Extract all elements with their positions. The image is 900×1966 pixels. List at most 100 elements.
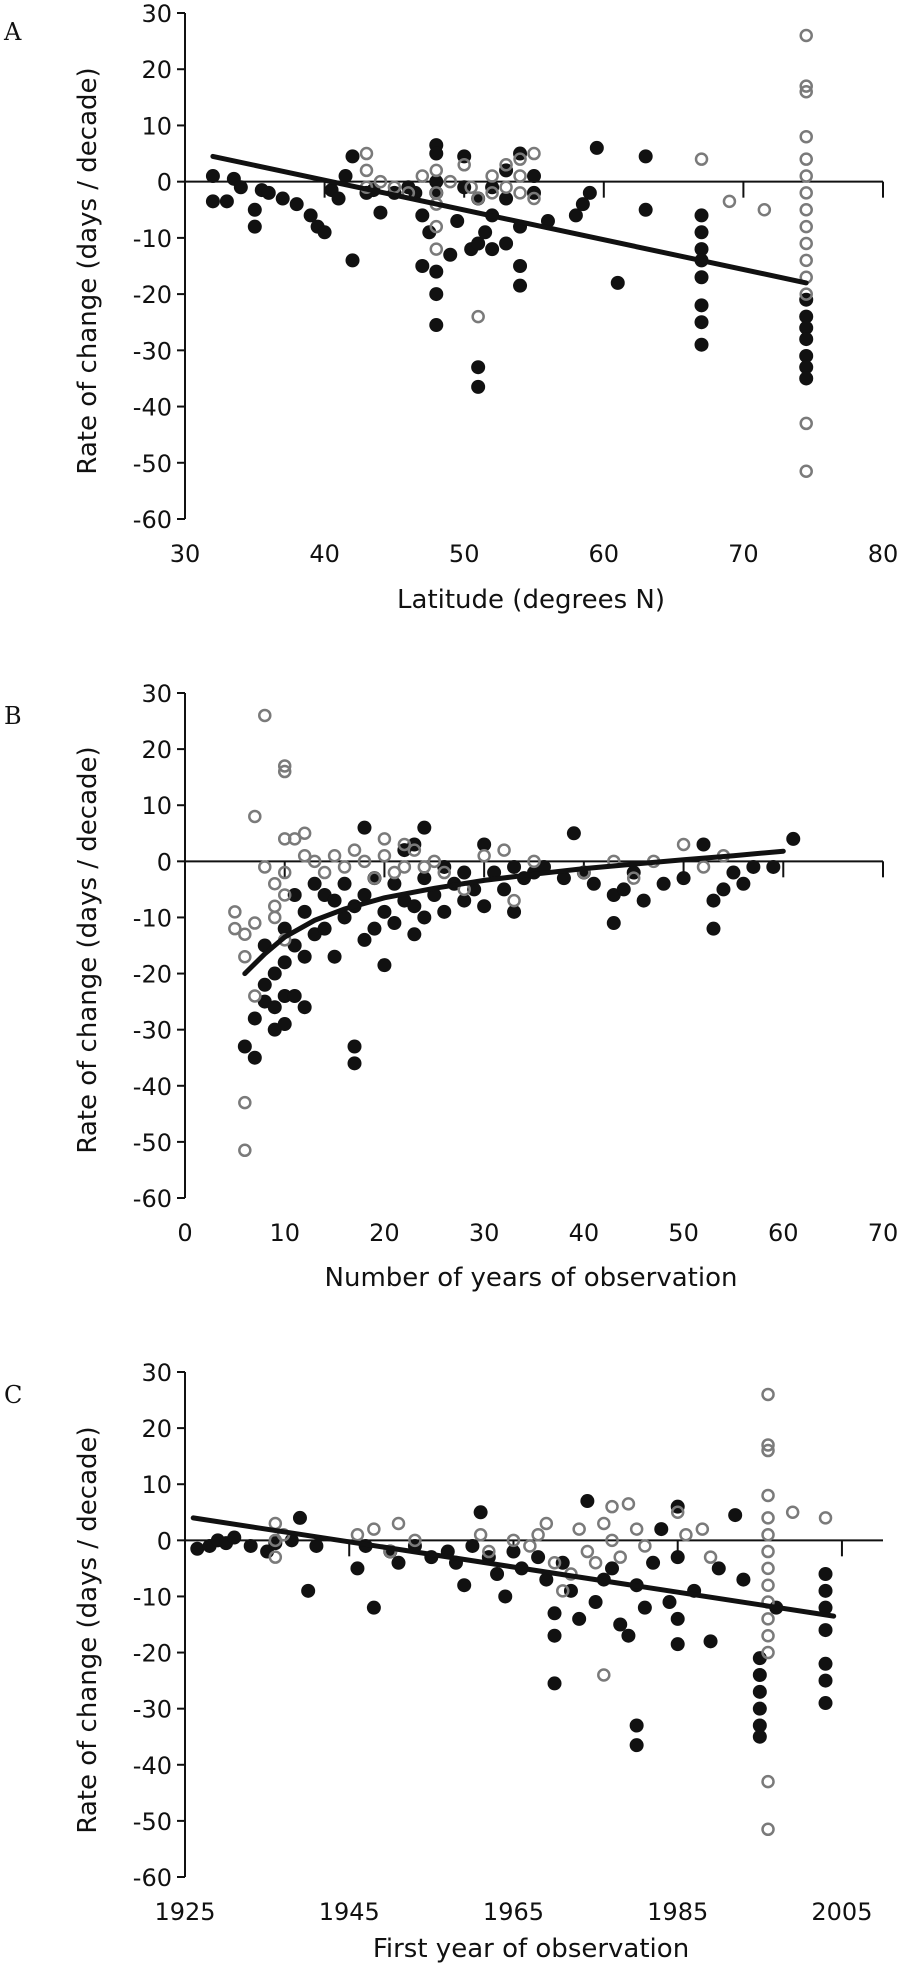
open-point-a-13 xyxy=(457,158,471,172)
filled-point-a-29 xyxy=(429,287,444,302)
filled-point-a-49 xyxy=(499,191,514,206)
filled-point-b-45 xyxy=(417,820,432,835)
open-point-a-0 xyxy=(359,146,374,161)
filled-point-a-57 xyxy=(540,214,555,229)
filled-point-a-58 xyxy=(568,208,583,223)
y-tick-label-c-0: 30 xyxy=(141,1359,172,1387)
open-point-a-20 xyxy=(499,180,513,195)
open-point-c-14 xyxy=(539,1516,554,1531)
filled-point-b-18 xyxy=(297,904,312,919)
x-tick-label-b-4: 40 xyxy=(569,1219,600,1247)
filled-point-a-30 xyxy=(429,318,444,333)
open-point-b-49 xyxy=(696,860,711,874)
open-point-b-13 xyxy=(267,910,282,925)
filled-point-a-17 xyxy=(345,253,360,268)
open-point-b-12 xyxy=(267,899,282,913)
open-point-c-40 xyxy=(761,1561,775,1576)
open-point-a-6 xyxy=(415,169,430,183)
open-point-b-0 xyxy=(228,905,242,919)
filled-point-a-41 xyxy=(471,360,486,375)
panel-c: C 30 20 10 0 -10 -20 -30 -40 -50 -60 1925 1945 1965 1… xyxy=(4,1359,883,1964)
open-point-b-11 xyxy=(267,877,282,891)
filled-point-c-69 xyxy=(818,1623,833,1638)
open-point-c-35 xyxy=(761,1443,775,1458)
open-point-c-28 xyxy=(638,1539,652,1553)
filled-point-c-55 xyxy=(703,1634,718,1649)
filled-point-c-22 xyxy=(465,1538,480,1553)
filled-point-b-20 xyxy=(307,876,322,891)
open-point-b-28 xyxy=(357,854,372,869)
filled-point-a-27 xyxy=(422,225,437,240)
fit-line-c xyxy=(190,1515,837,1619)
filled-point-c-57 xyxy=(728,1508,743,1523)
open-point-a-39 xyxy=(799,253,813,268)
x-tick-label-b-1: 10 xyxy=(269,1219,300,1247)
filled-point-a-56 xyxy=(527,169,541,184)
open-point-c-27 xyxy=(629,1522,644,1536)
filled-point-c-66 xyxy=(818,1567,833,1581)
filled-point-a-8 xyxy=(261,185,276,200)
filled-point-b-38 xyxy=(387,876,402,891)
open-point-a-35 xyxy=(799,186,813,200)
y-tick-label-b-1: 20 xyxy=(141,736,172,764)
filled-point-a-34 xyxy=(429,174,444,189)
filled-point-b-55 xyxy=(477,837,492,852)
y-tick-label-c-4: -10 xyxy=(133,1583,172,1611)
panel-label-c: C xyxy=(4,1381,22,1409)
y-axis-title-a: Rate of change (days / decade) xyxy=(73,67,103,474)
open-point-b-8 xyxy=(248,989,262,1003)
open-point-b-40 xyxy=(477,848,491,863)
filled-point-a-6 xyxy=(247,219,262,234)
plot-area-c: 30 20 10 0 -10 -20 -30 -40 -50 -60 1925 1945 1965 198… xyxy=(133,1359,883,1926)
filled-point-c-31 xyxy=(547,1606,562,1621)
open-point-a-11 xyxy=(429,242,444,256)
open-point-b-10 xyxy=(258,860,272,874)
open-point-c-43 xyxy=(761,1612,775,1626)
filled-point-a-60 xyxy=(582,185,597,200)
y-tick-label-b-4: -10 xyxy=(133,904,172,932)
open-point-a-18 xyxy=(485,186,499,200)
filled-point-a-18 xyxy=(345,149,360,164)
filled-point-b-13 xyxy=(287,989,302,1003)
open-point-b-27 xyxy=(347,843,362,857)
filled-point-b-51 xyxy=(457,893,472,908)
y-tick-label-c-3: 0 xyxy=(157,1527,172,1555)
filled-point-b-12 xyxy=(277,921,292,936)
open-point-c-4 xyxy=(350,1527,365,1542)
filled-point-c-9 xyxy=(292,1510,307,1525)
filled-point-b-79 xyxy=(736,876,751,891)
filled-point-b-74 xyxy=(696,837,711,852)
filled-point-a-13 xyxy=(317,225,332,240)
filled-point-b-52 xyxy=(457,865,472,880)
open-point-a-23 xyxy=(513,186,527,200)
open-point-c-39 xyxy=(761,1544,775,1559)
filled-point-a-66 xyxy=(694,225,709,240)
filled-point-c-36 xyxy=(572,1611,587,1626)
open-point-b-26 xyxy=(337,860,352,874)
filled-point-b-59 xyxy=(507,859,522,874)
filled-point-a-62 xyxy=(610,275,625,290)
filled-point-b-31 xyxy=(357,820,372,835)
filled-point-c-7 xyxy=(268,1536,283,1551)
open-point-b-9 xyxy=(258,708,272,723)
open-point-a-14 xyxy=(464,180,478,195)
filled-point-c-48 xyxy=(654,1522,669,1537)
x-tick-label-a-0: 30 xyxy=(170,540,201,568)
open-point-b-5 xyxy=(238,1143,252,1158)
filled-point-b-64 xyxy=(566,826,581,841)
open-point-a-7 xyxy=(429,163,444,178)
filled-point-c-44 xyxy=(629,1738,644,1753)
open-point-b-42 xyxy=(507,893,521,908)
open-point-c-0 xyxy=(268,1516,283,1531)
filled-point-a-44 xyxy=(478,225,493,240)
open-point-c-25 xyxy=(613,1550,627,1564)
filled-point-b-41 xyxy=(407,927,422,942)
open-point-a-31 xyxy=(799,84,813,99)
filled-point-b-63 xyxy=(556,871,571,886)
filled-point-b-53 xyxy=(467,882,482,897)
filled-point-b-44 xyxy=(417,910,432,925)
open-point-a-38 xyxy=(799,236,813,251)
y-tick-label-b-9: -60 xyxy=(133,1185,172,1213)
open-point-c-34 xyxy=(761,1438,775,1452)
filled-point-b-67 xyxy=(606,916,621,931)
